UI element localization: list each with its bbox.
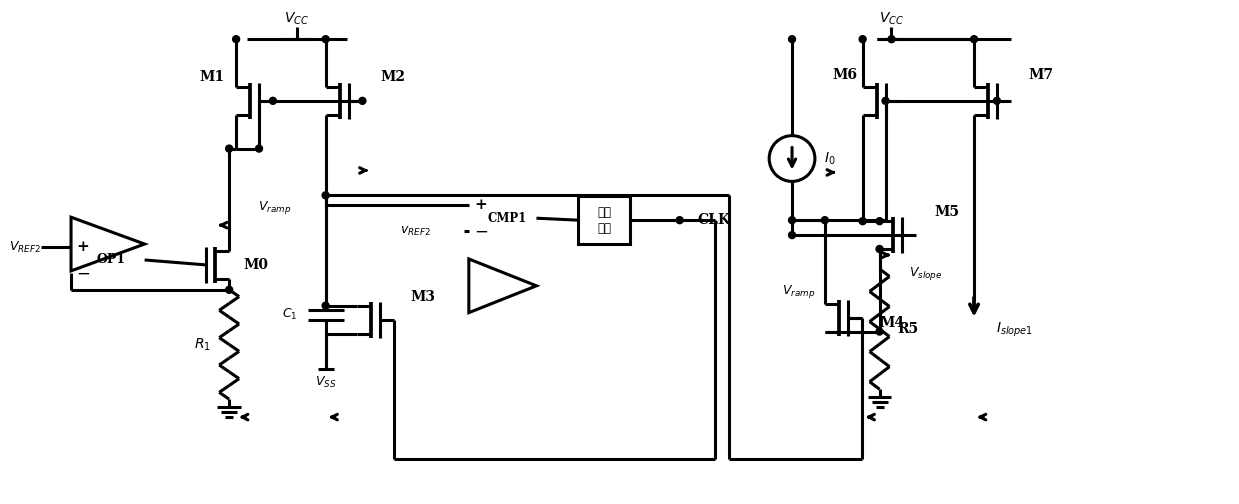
Text: M7: M7 <box>1028 68 1053 82</box>
Text: 复位: 复位 <box>597 206 611 219</box>
Text: +: + <box>77 240 89 254</box>
Text: M1: M1 <box>199 70 224 84</box>
Text: R5: R5 <box>897 322 918 336</box>
Circle shape <box>225 286 233 293</box>
Text: M4: M4 <box>880 316 904 330</box>
Circle shape <box>255 145 263 152</box>
Text: M5: M5 <box>934 205 959 219</box>
Text: $V_{slope}$: $V_{slope}$ <box>909 266 943 282</box>
Circle shape <box>322 192 330 199</box>
Circle shape <box>888 36 895 43</box>
Circle shape <box>788 36 795 43</box>
Bar <box>579 197 629 244</box>
Circle shape <box>859 36 866 43</box>
Text: $I_{slope1}$: $I_{slope1}$ <box>996 321 1033 339</box>
Circle shape <box>225 145 233 152</box>
Circle shape <box>359 97 366 104</box>
Circle shape <box>788 217 795 224</box>
Text: $V_{CC}$: $V_{CC}$ <box>284 11 310 28</box>
Text: $-$: $-$ <box>473 223 488 239</box>
Text: 逻辑: 逻辑 <box>597 222 611 235</box>
Circle shape <box>876 218 883 225</box>
Text: $V_{ramp}$: $V_{ramp}$ <box>782 283 815 300</box>
Circle shape <box>269 97 276 104</box>
Circle shape <box>322 302 330 309</box>
Text: M0: M0 <box>243 258 268 272</box>
Circle shape <box>233 36 239 43</box>
Circle shape <box>859 218 866 225</box>
Text: $R_1$: $R_1$ <box>195 336 212 353</box>
Circle shape <box>970 36 978 43</box>
Text: $V_{CC}$: $V_{CC}$ <box>878 11 904 28</box>
Text: $C_1$: $C_1$ <box>282 307 297 322</box>
Text: $V_{ramp}$: $V_{ramp}$ <box>258 199 291 216</box>
Text: OP1: OP1 <box>97 254 125 267</box>
Text: +: + <box>475 198 487 212</box>
Text: M2: M2 <box>380 70 405 84</box>
Text: CLK: CLK <box>698 213 731 227</box>
Circle shape <box>821 217 829 224</box>
Text: CMP1: CMP1 <box>488 212 528 225</box>
Circle shape <box>882 97 890 104</box>
Circle shape <box>788 232 795 238</box>
Text: $V_{REF2}$: $V_{REF2}$ <box>10 239 41 255</box>
Text: $I_0$: $I_0$ <box>824 150 835 167</box>
Circle shape <box>676 217 683 224</box>
Text: $V_{SS}$: $V_{SS}$ <box>315 375 336 390</box>
Text: M6: M6 <box>833 68 857 82</box>
Circle shape <box>322 36 330 43</box>
Circle shape <box>876 245 883 253</box>
Text: $-$: $-$ <box>76 265 90 281</box>
Text: M3: M3 <box>410 290 435 304</box>
Circle shape <box>994 97 1000 104</box>
Text: $v_{REF2}$: $v_{REF2}$ <box>400 225 431 238</box>
Circle shape <box>876 328 883 335</box>
